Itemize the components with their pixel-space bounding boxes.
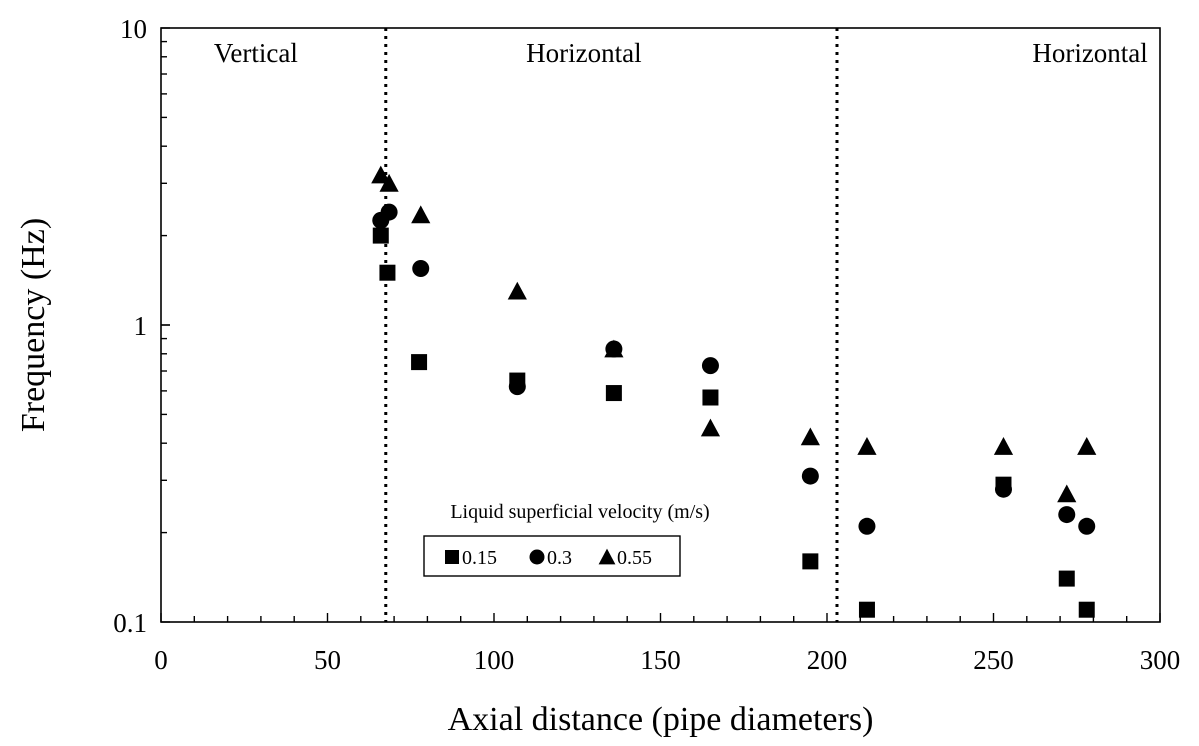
region-dividers	[384, 28, 839, 622]
data-point-circle	[1058, 506, 1076, 524]
data-point-circle	[994, 480, 1012, 498]
data-point-triangle	[1057, 484, 1077, 503]
legend-marker-square	[445, 550, 459, 564]
data-point-circle	[858, 517, 876, 535]
data-point-square	[858, 601, 875, 618]
data-point-circle	[1078, 517, 1096, 535]
data-point-square	[411, 354, 428, 371]
legend-label: 0.15	[462, 547, 497, 569]
x-tick-label: 300	[1140, 645, 1181, 675]
x-axis: 0 50 100 150 200 250 300	[154, 613, 1180, 675]
x-tick-label: 150	[640, 645, 681, 675]
region-label: Horizontal	[526, 38, 641, 68]
x-tick-label: 200	[807, 645, 848, 675]
legend-label: 0.3	[547, 547, 572, 569]
legend-box	[423, 535, 681, 577]
y-tick-label: 10	[120, 14, 147, 44]
x-tick-label: 250	[973, 645, 1014, 675]
legend-marker-circle	[529, 549, 545, 565]
region-label: Horizontal	[1032, 38, 1147, 68]
series-triangle	[371, 165, 1097, 503]
plot-border	[160, 27, 1161, 623]
y-axis-title: Frequency (Hz)	[15, 218, 52, 432]
data-point-circle	[380, 203, 398, 221]
series-circle	[372, 203, 1096, 535]
data-point-triangle	[604, 339, 624, 358]
y-tick-label: 1	[134, 311, 148, 341]
legend-title: Liquid superficial velocity (m/s)	[450, 501, 709, 523]
region-labels: Vertical Horizontal Horizontal	[214, 38, 1148, 68]
legend-marker-triangle	[598, 548, 616, 565]
legend-label: 0.55	[617, 547, 652, 569]
data-point-triangle	[857, 437, 877, 455]
data-point-square	[372, 227, 389, 244]
data-point-square	[702, 389, 719, 406]
plot-frame	[160, 27, 1161, 623]
legend: Liquid superficial velocity (m/s) 0.15 0.3…	[423, 501, 710, 577]
region-label: Vertical	[214, 38, 298, 68]
data-point-triangle	[411, 205, 431, 224]
data-point-triangle	[379, 173, 399, 192]
x-axis-title: Axial distance (pipe diameters)	[448, 701, 874, 738]
data-point-circle	[412, 259, 430, 277]
x-tick-label: 50	[314, 645, 341, 675]
data-point-triangle	[800, 427, 820, 446]
data-point-square	[605, 385, 622, 402]
data-point-triangle	[700, 418, 721, 437]
data-point-triangle	[371, 165, 391, 184]
data-point-square	[802, 553, 819, 570]
data-markers	[371, 165, 1097, 618]
data-point-triangle	[1077, 437, 1097, 455]
x-tick-label: 100	[474, 645, 515, 675]
series-square	[372, 227, 1095, 618]
data-point-square	[1078, 601, 1095, 618]
data-point-square	[1058, 570, 1075, 587]
data-point-circle	[801, 467, 819, 485]
y-tick-label: 0.1	[113, 608, 147, 638]
data-point-circle	[508, 378, 526, 396]
data-point-square	[379, 264, 396, 281]
data-point-triangle	[507, 281, 527, 300]
y-axis: 0.1 1 10	[113, 14, 170, 638]
x-tick-label: 0	[154, 645, 168, 675]
data-point-triangle	[993, 437, 1014, 455]
data-point-circle	[701, 357, 719, 375]
